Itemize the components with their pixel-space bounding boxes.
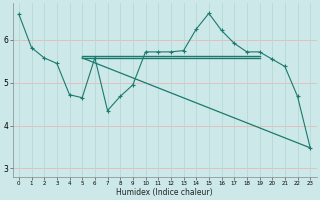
X-axis label: Humidex (Indice chaleur): Humidex (Indice chaleur) — [116, 188, 213, 197]
